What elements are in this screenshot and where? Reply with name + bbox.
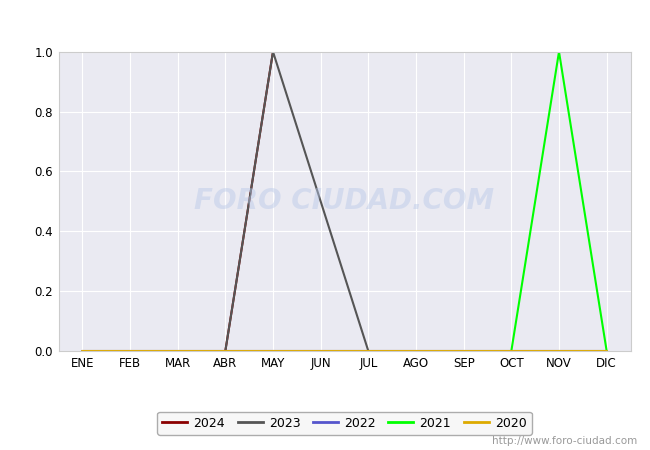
Text: FORO CIUDAD.COM: FORO CIUDAD.COM	[194, 187, 495, 216]
Legend: 2024, 2023, 2022, 2021, 2020: 2024, 2023, 2022, 2021, 2020	[157, 411, 532, 435]
Text: Matriculaciones de Vehiculos en Laguna de Cameros: Matriculaciones de Vehiculos en Laguna d…	[107, 12, 543, 31]
Text: http://www.foro-ciudad.com: http://www.foro-ciudad.com	[492, 436, 637, 446]
